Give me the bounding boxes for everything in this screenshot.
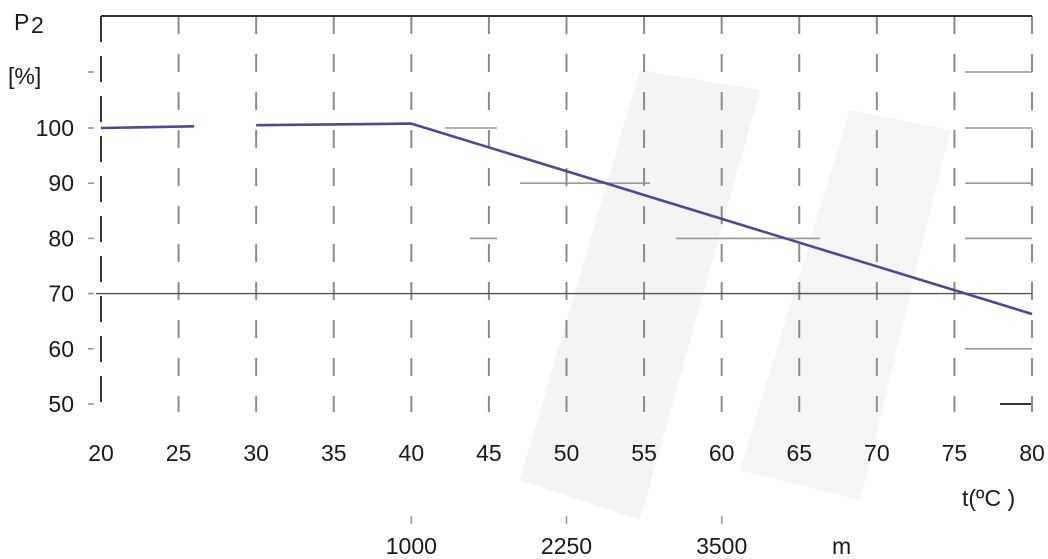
y-axis-subscript: 2 — [31, 12, 44, 38]
x-tick-label-20: 20 — [88, 440, 114, 466]
altitude-tick-label-2250: 2250 — [541, 533, 592, 559]
x-tick-label-70: 70 — [864, 440, 890, 466]
x-tick-label-60: 60 — [709, 440, 735, 466]
partial-gridlines — [445, 71, 1032, 405]
y-axis-symbol: P — [14, 9, 29, 35]
series-0-segment-0 — [100, 125, 195, 130]
x-tick-label-35: 35 — [321, 440, 347, 466]
y-axis-unit: [%] — [8, 63, 41, 89]
y-tick-label-100: 100 — [36, 115, 74, 141]
altitude-unit: m — [832, 533, 851, 559]
series-layer — [100, 122, 1033, 316]
y-tick-label-50: 50 — [48, 391, 74, 417]
y-tick-label-90: 90 — [48, 170, 74, 196]
y-tick-label-70: 70 — [48, 281, 74, 307]
altitude-tick-label-3500: 3500 — [696, 533, 747, 559]
vertical-gridlines — [100, 16, 1033, 412]
x-axis-label: t(ºC ) — [962, 485, 1015, 511]
x-tick-labels: 20 25 30 35 40 45 50 55 60 65 70 75 80 — [88, 440, 1045, 466]
x-tick-label-50: 50 — [554, 440, 580, 466]
altitude-axis: 1000 2250 3500 — [386, 516, 747, 559]
y-tick-label-60: 60 — [48, 336, 74, 362]
series-0-segment-1 — [256, 122, 1033, 316]
y-tick-labels: 100 90 80 70 60 50 — [36, 115, 74, 417]
watermark — [520, 70, 950, 520]
x-tick-label-55: 55 — [631, 440, 657, 466]
x-tick-label-65: 65 — [786, 440, 812, 466]
x-tick-label-30: 30 — [243, 440, 269, 466]
x-tick-label-45: 45 — [476, 440, 502, 466]
y-tick-label-80: 80 — [48, 225, 74, 251]
altitude-tick-label-1000: 1000 — [386, 533, 437, 559]
x-tick-label-80: 80 — [1019, 440, 1045, 466]
x-tick-label-75: 75 — [942, 440, 968, 466]
axes — [88, 15, 1032, 405]
x-tick-label-40: 40 — [399, 440, 425, 466]
x-tick-label-25: 25 — [166, 440, 192, 466]
